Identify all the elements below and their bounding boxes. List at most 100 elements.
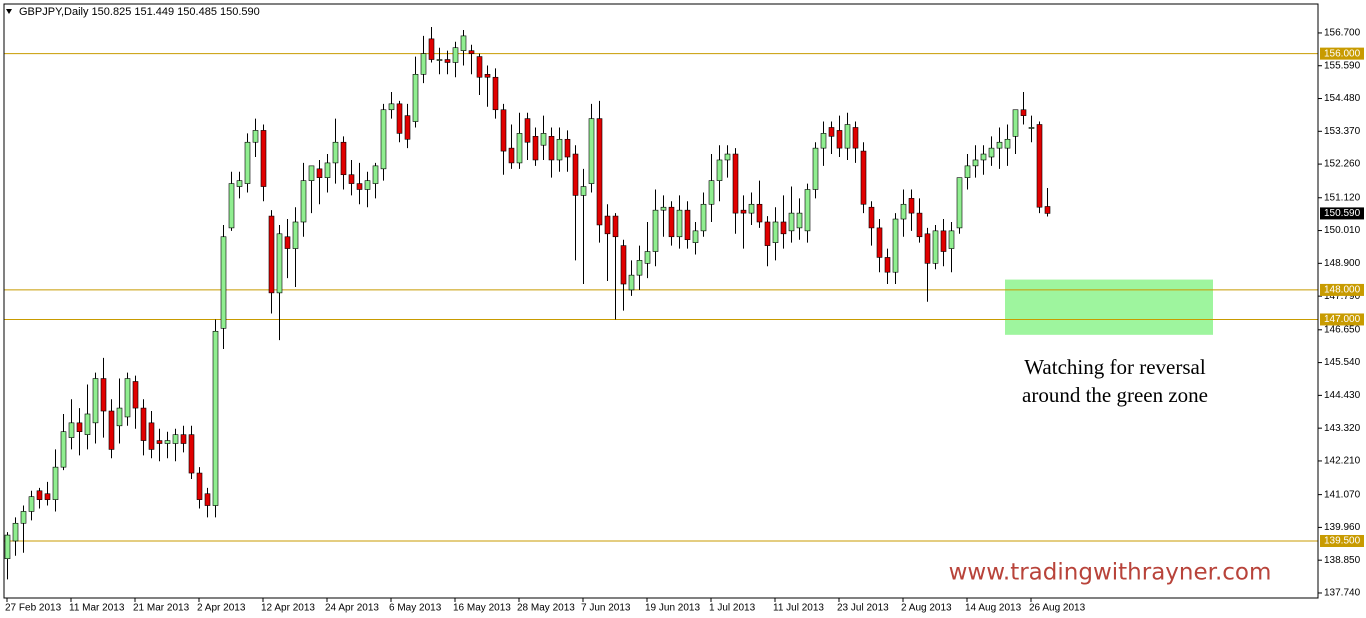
candle-body	[60, 431, 67, 468]
candle-body	[988, 147, 995, 158]
candle-body	[276, 233, 283, 294]
candle-body	[940, 230, 947, 252]
level-label: 147.000	[1324, 314, 1361, 325]
candle-body	[668, 206, 675, 238]
candle-body	[756, 203, 763, 223]
x-tick-label: 21 Mar 2013	[133, 603, 190, 614]
x-tick-label: 16 May 2013	[453, 603, 511, 614]
candle-body	[908, 198, 915, 214]
candle-body	[900, 203, 907, 220]
candle-body	[1004, 138, 1011, 149]
candle-body	[1028, 127, 1035, 129]
candle-body	[244, 141, 251, 184]
candle-body	[892, 218, 899, 273]
candle-body	[124, 378, 131, 418]
candle-body	[596, 118, 603, 226]
candle-body	[956, 177, 963, 229]
candle-body	[12, 522, 19, 542]
candle-body	[380, 109, 387, 170]
last-price-box	[1320, 207, 1364, 220]
level-label-box	[1320, 47, 1364, 60]
candle-body	[884, 257, 891, 273]
y-tick-label: 151.120	[1324, 192, 1361, 203]
y-tick-label: 146.650	[1324, 324, 1361, 335]
candle-body	[620, 245, 627, 285]
candle-body	[716, 159, 723, 181]
candle-body	[284, 236, 291, 249]
candle-body	[100, 378, 107, 412]
candle-body	[820, 133, 827, 149]
candle-body	[924, 233, 931, 264]
candle-body	[948, 230, 955, 249]
candle-body	[404, 115, 411, 140]
candle-body	[516, 133, 523, 164]
candle-body	[996, 141, 1003, 149]
candle-body	[212, 330, 219, 506]
candle-body	[812, 147, 819, 190]
candle-body	[868, 206, 875, 229]
y-tick-label: 141.070	[1324, 489, 1361, 500]
y-tick-label: 148.900	[1324, 258, 1361, 269]
candle-body	[748, 203, 755, 214]
candle-body	[316, 168, 323, 178]
candle-body	[676, 209, 683, 238]
y-tick-label: 138.850	[1324, 555, 1361, 566]
candle-body	[68, 422, 75, 438]
candle-body	[524, 118, 531, 143]
candle-body	[452, 47, 459, 63]
candle-body	[556, 138, 563, 161]
candle-body	[724, 153, 731, 161]
candle-body	[1036, 124, 1043, 208]
candle-body	[484, 73, 491, 78]
candle-body	[684, 209, 691, 241]
candle-body	[476, 56, 483, 78]
candle-body	[964, 165, 971, 178]
x-tick-label: 24 Apr 2013	[325, 603, 379, 614]
x-tick-label: 2 Aug 2013	[901, 603, 952, 614]
candle-body	[796, 212, 803, 229]
y-tick-label: 145.540	[1324, 357, 1361, 368]
y-tick-label: 143.320	[1324, 423, 1361, 434]
candle-body	[580, 186, 587, 196]
y-tick-label: 150.010	[1324, 225, 1361, 236]
x-tick-label: 1 Jul 2013	[709, 603, 756, 614]
y-tick-label: 152.260	[1324, 159, 1361, 170]
target-zone	[1005, 279, 1213, 335]
candle-body	[428, 38, 435, 60]
candle-body	[1012, 109, 1019, 137]
candle-body	[420, 53, 427, 75]
level-label-box	[1320, 534, 1364, 547]
candle-body	[972, 159, 979, 167]
level-label-box	[1320, 283, 1364, 296]
candle-body	[636, 260, 643, 276]
y-tick-label: 155.590	[1324, 60, 1361, 71]
candle-body	[844, 124, 851, 149]
candle-body	[932, 230, 939, 264]
candle-body	[84, 413, 91, 435]
candle-body	[604, 215, 611, 235]
candle-body	[644, 251, 651, 264]
chart-title: GBPJPY,Daily 150.825 151.449 150.485 150…	[19, 6, 260, 18]
x-tick-label: 11 Jul 2013	[773, 603, 824, 614]
candle-body	[300, 180, 307, 223]
candle-body	[772, 221, 779, 243]
candle-body	[308, 165, 315, 181]
candle-body	[252, 130, 259, 143]
candle-body	[324, 162, 331, 178]
candle-body	[220, 236, 227, 329]
candle-body	[588, 118, 595, 184]
candle-body	[140, 407, 147, 441]
candle-body	[804, 189, 811, 232]
y-tick-label: 144.430	[1324, 390, 1361, 401]
candle-body	[788, 212, 795, 232]
x-tick-label: 19 Jun 2013	[645, 603, 700, 614]
candle-body	[1020, 109, 1027, 116]
y-tick-label: 142.210	[1324, 456, 1361, 467]
candle-body	[340, 141, 347, 176]
annotation-text: Watching for reversal	[1024, 355, 1206, 379]
candle-body	[508, 147, 515, 164]
candle-body	[916, 212, 923, 238]
candle-body	[164, 440, 171, 444]
candle-body	[740, 209, 747, 214]
x-tick-label: 28 May 2013	[517, 603, 575, 614]
